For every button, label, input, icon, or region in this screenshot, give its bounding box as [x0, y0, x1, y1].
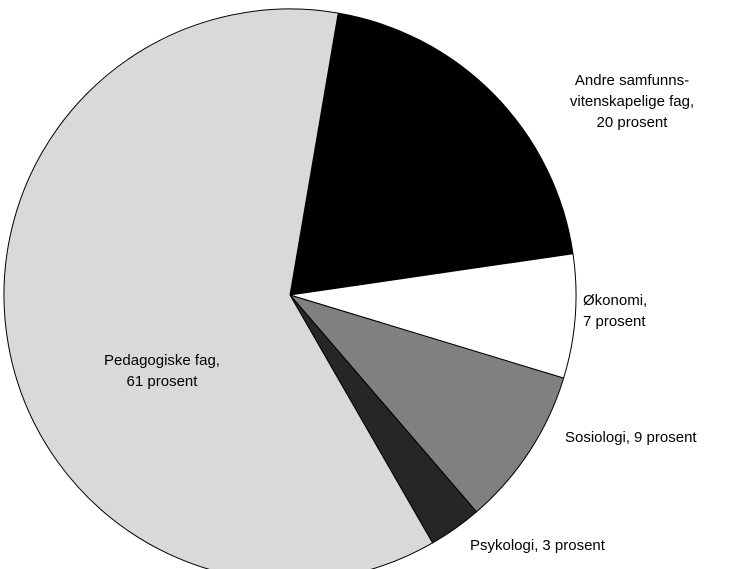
slice-label: Sosiologi, 9 prosent: [565, 427, 745, 448]
slice-label: Økonomi, 7 prosent: [583, 290, 693, 332]
pie-slice: [288, 294, 565, 513]
value-label: 61 prosent: [126, 373, 198, 390]
value-label: 9 prosent: [634, 429, 697, 446]
category-label: Pedagogiske fag,: [104, 352, 220, 369]
pie-slice: [289, 253, 577, 379]
value-label: 7 prosent: [583, 313, 646, 330]
category-label: Andre samfunns-vitenskapelige fag,: [569, 72, 695, 110]
category-label: Psykologi,: [470, 537, 539, 554]
value-label: 20 prosent: [596, 114, 668, 131]
slice-label: Pedagogiske fag, 61 prosent: [72, 350, 252, 392]
value-label: 3 prosent: [542, 537, 605, 554]
pie-slice: [289, 12, 574, 296]
pie-slice: [3, 8, 434, 569]
category-label: Økonomi,: [583, 292, 648, 309]
slice-label: Andre samfunns-vitenskapelige fag, 20 pro…: [562, 70, 702, 133]
category-label: Sosiologi,: [565, 429, 631, 446]
slice-label: Psykologi, 3 prosent: [470, 535, 670, 556]
